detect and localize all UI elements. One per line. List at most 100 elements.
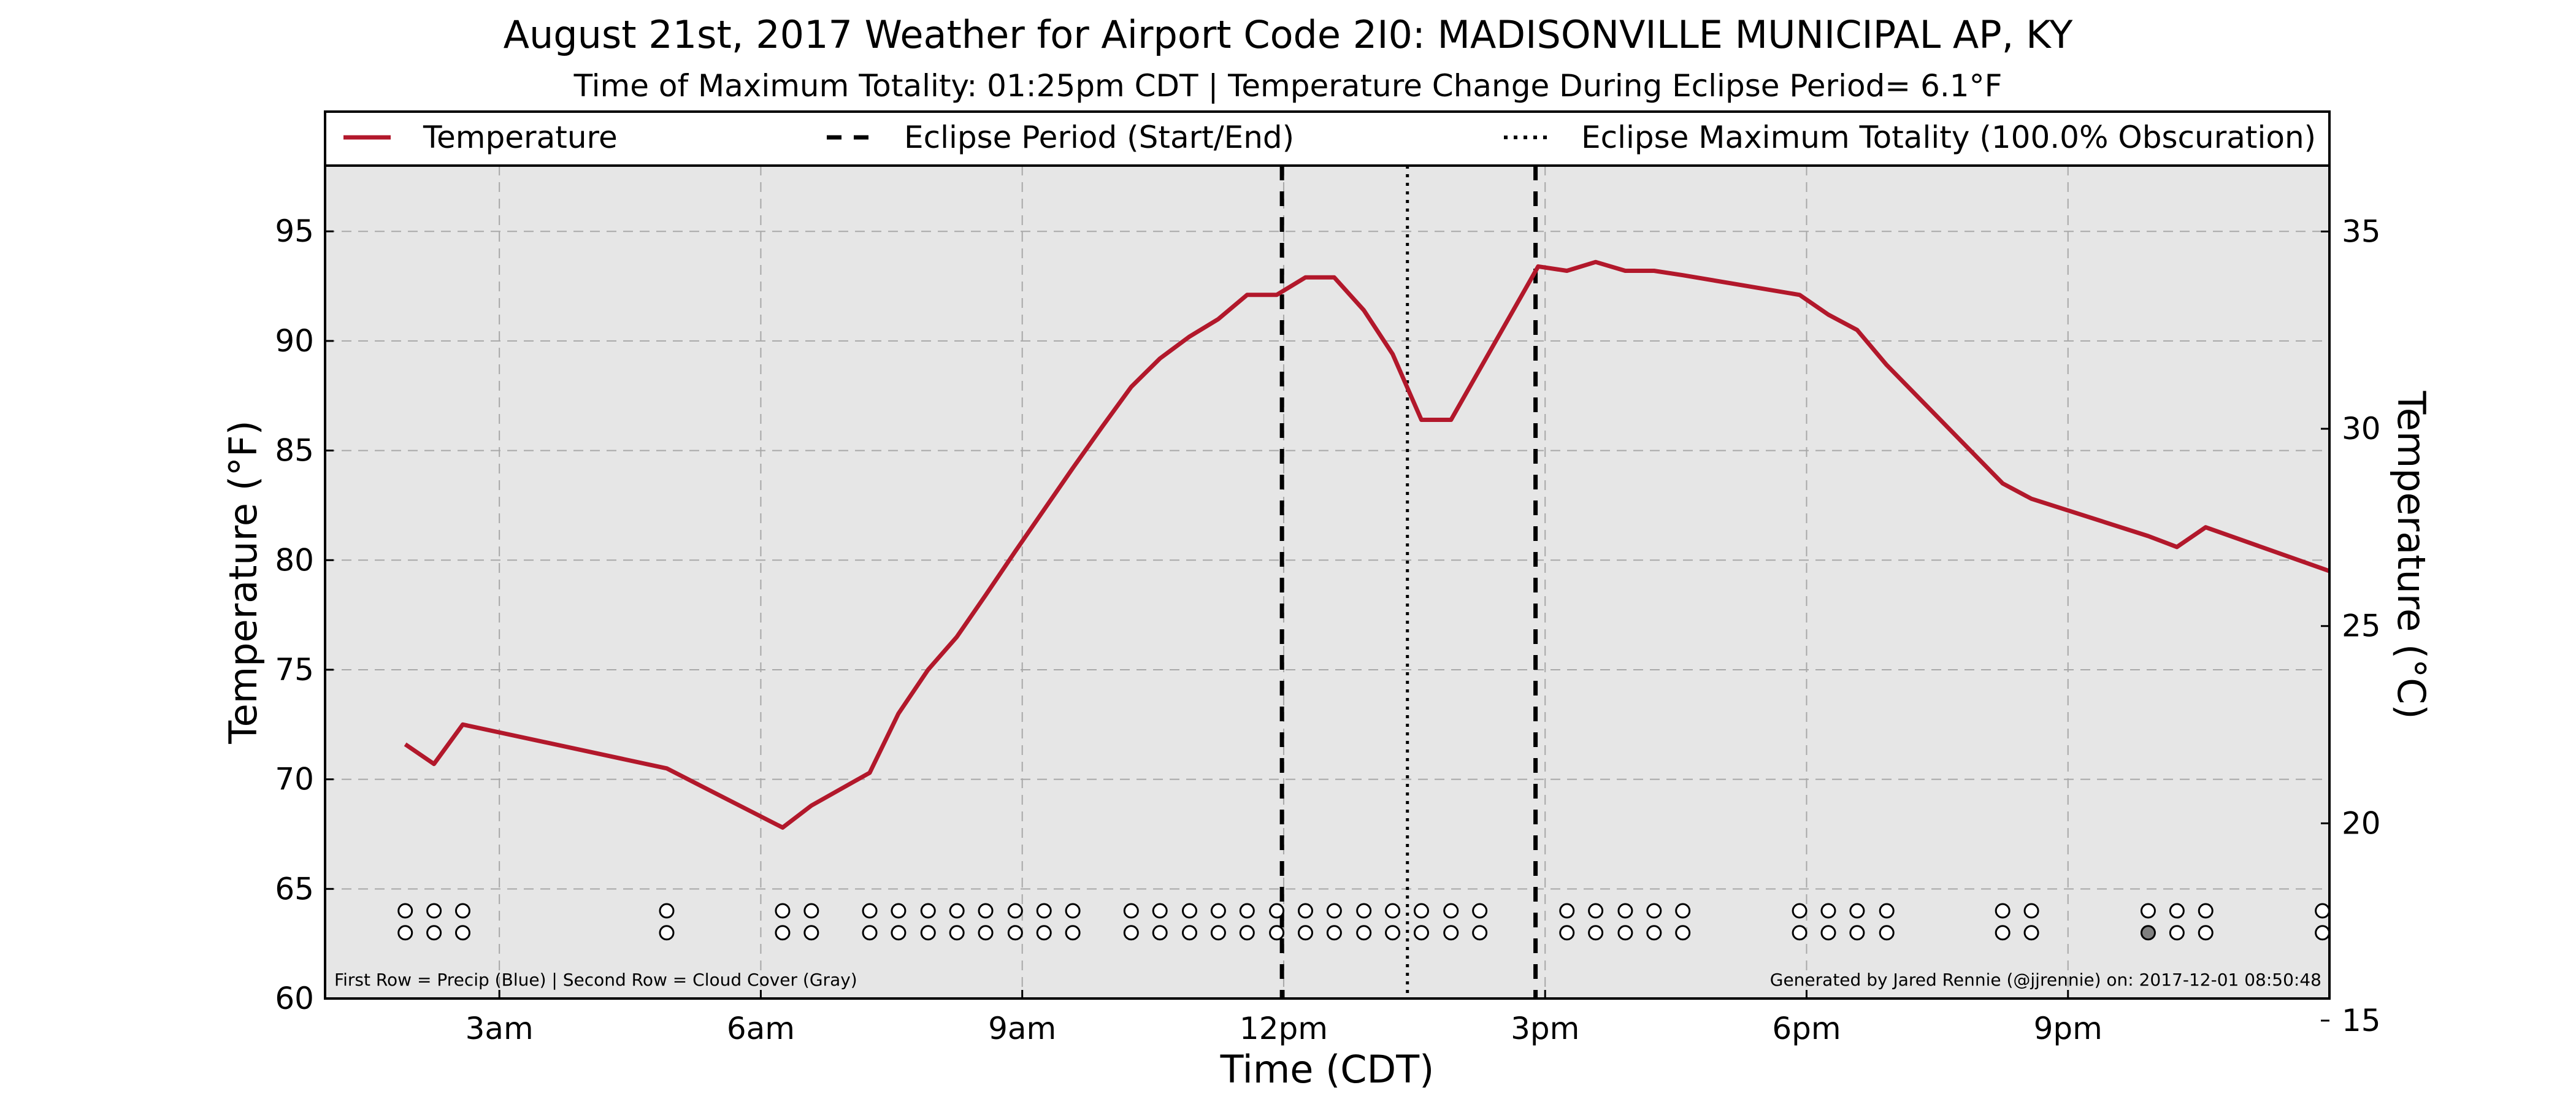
legend: Temperature Eclipse Period (Start/End) E…	[324, 110, 2331, 167]
precip-marker	[1326, 903, 1342, 919]
cloud-marker	[1152, 925, 1168, 941]
y-axis-label-left: Temperature (°F)	[221, 420, 266, 744]
precip-marker	[1007, 903, 1023, 919]
cloud-marker	[1617, 925, 1633, 941]
cloud-marker	[454, 925, 470, 941]
precip-marker	[1849, 903, 1865, 919]
precip-marker	[1617, 903, 1633, 919]
cloud-marker	[920, 925, 936, 941]
x-tick-label: 6am	[727, 1011, 795, 1046]
cloud-marker	[1646, 925, 1662, 941]
chart-title: August 21st, 2017 Weather for Airport Co…	[504, 12, 2073, 57]
cloud-marker	[891, 925, 907, 941]
precip-marker	[1356, 903, 1372, 919]
y-right-tick-label: 35	[2342, 213, 2381, 249]
precip-marker	[659, 903, 675, 919]
footnote-right: Generated by Jared Rennie (@jjrennie) on…	[1770, 970, 2321, 990]
precip-marker	[949, 903, 965, 919]
chart-subtitle: Time of Maximum Totality: 01:25pm CDT | …	[573, 68, 2003, 104]
x-tick-label: 3am	[466, 1011, 534, 1046]
cloud-marker	[978, 925, 994, 941]
precip-marker	[1559, 903, 1575, 919]
precip-marker	[1269, 903, 1285, 919]
precip-marker	[1210, 903, 1226, 919]
y-right-tick-label: 20	[2342, 805, 2381, 841]
cloud-marker	[1820, 925, 1836, 941]
y-tick-label: 65	[275, 871, 314, 907]
cloud-marker	[1210, 925, 1226, 941]
cloud-marker	[1879, 925, 1895, 941]
cloud-marker	[2140, 925, 2156, 941]
precip-marker	[1820, 903, 1836, 919]
precip-marker	[2023, 903, 2039, 919]
y-axis-ticks-left: 60 65 70 75 80 85 90 95	[275, 213, 334, 1016]
y-tick-label: 70	[275, 762, 314, 797]
precip-marker	[1588, 903, 1604, 919]
cloud-marker	[1007, 925, 1023, 941]
precip-marker	[1036, 903, 1052, 919]
precip-marker	[2315, 903, 2331, 919]
cloud-marker	[1182, 925, 1198, 941]
cloud-marker	[1239, 925, 1255, 941]
cloud-marker	[1356, 925, 1372, 941]
cloud-marker	[1995, 925, 2011, 941]
cloud-marker	[2023, 925, 2039, 941]
precip-marker	[1182, 903, 1198, 919]
y-tick-label: 95	[275, 213, 314, 249]
precip-marker	[1123, 903, 1139, 919]
precip-marker	[454, 903, 470, 919]
precip-marker	[1297, 903, 1313, 919]
cloud-marker	[1792, 925, 1807, 941]
precip-marker	[891, 903, 907, 919]
eclipse-lines	[1279, 166, 1538, 999]
precip-marker	[1879, 903, 1895, 919]
cloud-marker	[1413, 925, 1429, 941]
cloud-marker	[1036, 925, 1052, 941]
cloud-marker	[1123, 925, 1139, 941]
x-tick-label: 6pm	[1772, 1011, 1841, 1046]
cloud-marker	[1588, 925, 1604, 941]
precip-marker	[2140, 903, 2156, 919]
precip-marker	[1995, 903, 2011, 919]
cloud-marker	[1065, 925, 1081, 941]
y-right-tick-label: 25	[2342, 608, 2381, 644]
precip-marker	[1239, 903, 1255, 919]
precip-marker	[2169, 903, 2185, 919]
y-axis-label-right: Temperature (°C)	[2389, 390, 2434, 719]
cloud-marker	[1385, 925, 1401, 941]
x-axis-ticks: 3am 6am 9am 12pm 3pm 6pm 9pm	[466, 990, 2103, 1046]
precip-marker	[426, 903, 442, 919]
precip-marker	[1413, 903, 1429, 919]
precip-marker	[1152, 903, 1168, 919]
y-tick-label: 85	[275, 433, 314, 469]
precip-marker	[1443, 903, 1459, 919]
plot-background	[325, 166, 2329, 999]
precip-marker	[803, 903, 819, 919]
y-tick-label: 80	[275, 542, 314, 578]
precip-marker	[1472, 903, 1488, 919]
cloud-marker	[1269, 925, 1285, 941]
cloud-marker	[1849, 925, 1865, 941]
precip-marker	[862, 903, 878, 919]
observation-markers	[397, 903, 2331, 941]
precip-marker	[2198, 903, 2214, 919]
cloud-marker	[1472, 925, 1488, 941]
legend-label-eclipse-max: Eclipse Maximum Totality (100.0% Obscura…	[1581, 120, 2316, 155]
cloud-marker	[1559, 925, 1575, 941]
precip-marker	[1646, 903, 1662, 919]
y-tick-label: 75	[275, 652, 314, 688]
precip-marker	[1675, 903, 1691, 919]
cloud-marker	[659, 925, 675, 941]
x-tick-label: 3pm	[1511, 1011, 1579, 1046]
y-right-tick-label: 30	[2342, 411, 2381, 447]
legend-label-temperature: Temperature	[423, 120, 618, 155]
cloud-marker	[1297, 925, 1313, 941]
cloud-marker	[1443, 925, 1459, 941]
y-tick-label: 60	[275, 981, 314, 1016]
cloud-marker	[1675, 925, 1691, 941]
precip-marker	[775, 903, 791, 919]
temperature-line	[404, 259, 2331, 830]
legend-label-eclipse-period: Eclipse Period (Start/End)	[904, 120, 1294, 155]
precip-marker	[397, 903, 413, 919]
